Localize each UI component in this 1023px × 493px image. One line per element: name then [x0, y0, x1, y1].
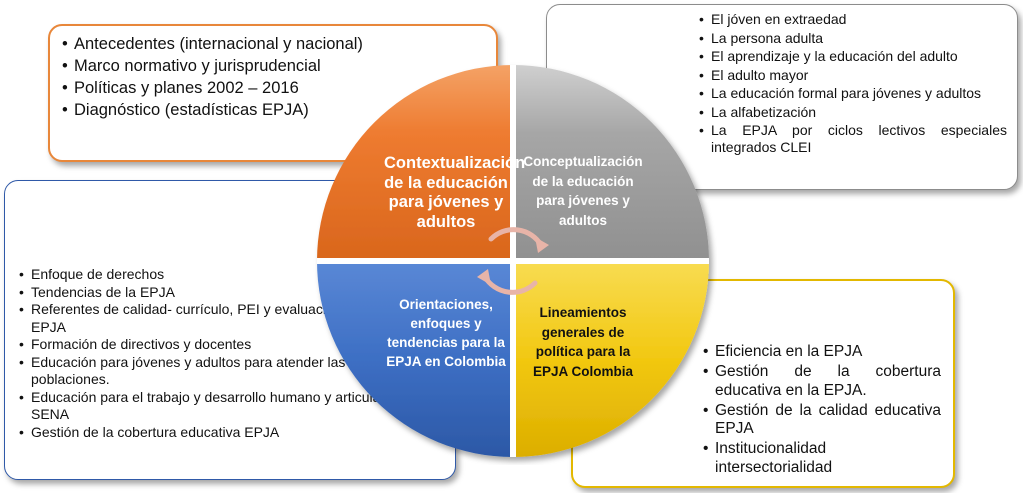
list-item: Gestión de la cobertura educativa en la … [701, 363, 941, 400]
list-item: El jóven en extraedad [697, 11, 1007, 28]
list-item: Gestión de la calidad educativa EPJA [701, 402, 941, 439]
list-item: El aprendizaje y la educación del adulto [697, 48, 1007, 65]
list-item: La persona adulta [697, 30, 1007, 47]
concept-topics-list: El jóven en extraedad La persona adulta … [697, 11, 1007, 156]
context-topics-list: Antecedentes (internacional y nacional) … [60, 34, 486, 120]
list-item: Educación para el trabajo y desarrollo h… [17, 389, 445, 424]
policy-topics-list: Eficiencia en la EPJA Gestión de la cobe… [701, 343, 941, 477]
list-item: Tendencias de la EPJA [17, 284, 445, 302]
orientations-topics-list: Enfoque de derechos Tendencias de la EPJ… [17, 266, 445, 441]
list-item: Gestión de la cobertura educativa EPJA [17, 424, 445, 442]
quadrant-label-policy: Lineamientos generales de política para … [532, 305, 634, 379]
quadrant-context-shape [317, 65, 513, 261]
list-item: La EPJA por ciclos lectivos especiales i… [697, 122, 1007, 156]
list-item: Antecedentes (internacional y nacional) [60, 34, 486, 54]
quadrant-policy-shape [513, 261, 709, 457]
quadrant-concept-shape [513, 65, 709, 261]
list-item: La educación formal para jóvenes y adult… [697, 85, 1007, 102]
list-item: Políticas y planes 2002 – 2016 [60, 78, 486, 98]
list-item: Formación de directivos y docentes [17, 336, 445, 354]
list-item: Diagnóstico (estadísticas EPJA) [60, 100, 486, 120]
quadrant-label-context: Contextualización de la educación para j… [384, 154, 526, 231]
list-item: Educación para jóvenes y adultos para at… [17, 354, 445, 389]
list-item: La alfabetización [697, 104, 1007, 121]
list-item: Eficiencia en la EPJA [701, 343, 941, 362]
list-item: El adulto mayor [697, 67, 1007, 84]
quadrant-label-concept: Conceptualización de la educación para j… [523, 154, 643, 228]
list-item: Marco normativo y jurisprudencial [60, 56, 486, 76]
list-item: Enfoque de derechos [17, 266, 445, 284]
quadrant-wheel [317, 65, 709, 457]
list-item: Institucionalidad intersectorialidad [701, 440, 941, 477]
quadrant-orientations-shape [317, 261, 513, 457]
quadrant-label-orientations: Orientaciones, enfoques y tendencias par… [386, 297, 506, 369]
cycle-arrows-icon [477, 227, 549, 295]
